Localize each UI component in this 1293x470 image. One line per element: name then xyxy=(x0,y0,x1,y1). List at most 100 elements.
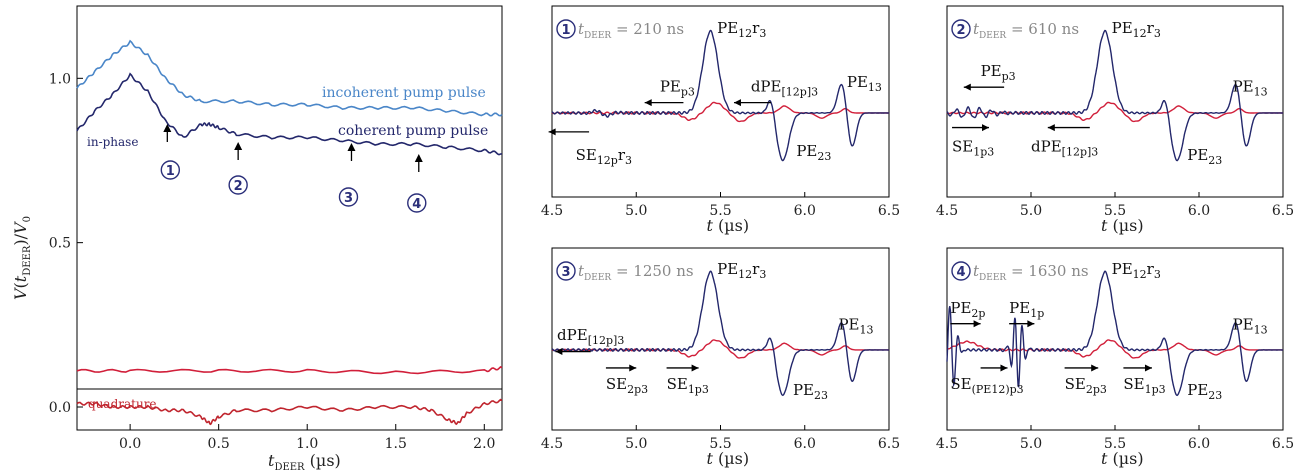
peak-arrowhead xyxy=(555,348,563,356)
x-tick-label: 4.5 xyxy=(936,436,958,452)
x-tick-label: 6.0 xyxy=(794,203,816,219)
panel-marker-number: 3 xyxy=(561,265,570,280)
peak-arrowhead xyxy=(973,320,981,328)
marker-circle xyxy=(338,187,359,207)
quadrature-trace xyxy=(551,101,889,123)
peak-arrowhead xyxy=(691,364,699,372)
x-tick-label: 0.0 xyxy=(119,436,141,452)
main-series xyxy=(76,39,503,426)
panel-4: 4.5 5.0 5.5 6.0 6.5 t (µs) 4 tDEER = 1630 ns PE1… xyxy=(936,247,1293,468)
main-panel: 0.0 0.5 1.0 1.5 2.0 0.0 0.5 1.0 incoherent pump… xyxy=(11,5,503,470)
peak-label: SE2p3 xyxy=(606,375,648,396)
peak-label: PE1p xyxy=(1009,299,1044,320)
peak-label: PE12r3 xyxy=(717,260,766,281)
peak-arrowhead xyxy=(733,99,741,107)
peak-label: SE1p3 xyxy=(1123,375,1165,396)
x-axis-label: t (µs) xyxy=(1101,449,1144,468)
peak-arrowhead xyxy=(629,364,637,372)
x-tick-label: 4.5 xyxy=(541,203,563,219)
peak-label: PE23 xyxy=(1187,381,1222,402)
series-line-2 xyxy=(76,398,503,426)
peak-label: SE1p3 xyxy=(667,375,709,396)
x-tick-label: 2.0 xyxy=(473,436,495,452)
y-tick-label: 1.0 xyxy=(49,71,71,87)
x-tick-label: 5.0 xyxy=(1020,436,1042,452)
main-markers: 1 2 3 4 xyxy=(160,124,427,213)
panel-marker-circle xyxy=(556,261,576,281)
x-tick-label: 6.5 xyxy=(878,436,900,452)
marker-number: 1 xyxy=(166,164,175,179)
peak-label: PE23 xyxy=(796,142,831,163)
in-phase-trace xyxy=(551,270,889,397)
x-tick-label: 4.5 xyxy=(541,436,563,452)
peak-label: SE1p3 xyxy=(952,138,994,159)
y-tick-label: 0.0 xyxy=(49,400,71,416)
main-axes-frame xyxy=(76,5,503,431)
peak-label: PEp3 xyxy=(981,62,1016,83)
panel-title: tDEER = 1630 ns xyxy=(973,262,1089,283)
panel-marker-number: 4 xyxy=(956,265,965,280)
peak-label: PE23 xyxy=(793,381,828,402)
series-line-3 xyxy=(76,365,503,375)
x-axis-label: tDEER (µs) xyxy=(268,451,341,470)
marker-number: 4 xyxy=(412,197,421,212)
peak-label: SE2p3 xyxy=(1065,375,1107,396)
x-tick-label: 1.5 xyxy=(385,436,407,452)
in-phase-trace xyxy=(946,270,1283,397)
panel-marker-number: 2 xyxy=(956,23,965,38)
panel-1: 4.5 5.0 5.5 6.0 6.5 t (µs) 1 tDEER = 210 ns PE12… xyxy=(541,5,900,235)
x-tick-label: 5.5 xyxy=(1104,203,1126,219)
x-tick-label: 6.0 xyxy=(1188,436,1210,452)
x-tick-label: 1.0 xyxy=(296,436,318,452)
label-quadrature: quadrature xyxy=(88,397,157,411)
quadrature-trace xyxy=(946,339,1283,359)
peak-arrowhead xyxy=(1047,124,1055,132)
x-tick-label: 5.5 xyxy=(1104,436,1126,452)
peak-label: SE(PE12)p3 xyxy=(950,375,1023,396)
marker-circle xyxy=(407,193,427,213)
panel-marker-number: 1 xyxy=(561,23,570,38)
peak-label: dPE[12p]3 xyxy=(751,77,818,98)
x-tick-label: 5.0 xyxy=(625,203,647,219)
peak-label: dPE[12p]3 xyxy=(1031,138,1098,159)
peak-label: SE12pr3 xyxy=(576,146,632,167)
marker-circle xyxy=(228,175,248,195)
panel-marker-circle xyxy=(951,19,971,39)
y-tick-label: 0.5 xyxy=(49,236,71,252)
panel-title: tDEER = 1250 ns xyxy=(578,262,694,283)
peak-label: PE2p xyxy=(950,299,985,320)
x-tick-label: 5.5 xyxy=(709,436,731,452)
x-tick-label: 6.5 xyxy=(1272,436,1293,452)
x-tick-label: 6.0 xyxy=(1188,203,1210,219)
x-tick-label: 4.5 xyxy=(936,203,958,219)
peak-label: PE13 xyxy=(847,73,882,94)
peak-arrowhead xyxy=(963,83,971,91)
x-tick-label: 6.0 xyxy=(794,436,816,452)
quadrature-trace xyxy=(946,101,1283,123)
series-line-1 xyxy=(76,72,503,156)
main-ticks: 0.0 0.5 1.0 1.5 2.0 0.0 0.5 1.0 xyxy=(49,71,496,452)
peak-label: PE13 xyxy=(1233,77,1268,98)
label-coherent: coherent pump pulse xyxy=(338,123,488,139)
x-tick-label: 0.5 xyxy=(208,436,230,452)
panel-title: tDEER = 210 ns xyxy=(578,20,684,41)
x-axis-label: t (µs) xyxy=(707,449,750,468)
peak-label: PE12r3 xyxy=(717,19,766,40)
panel-marker-circle xyxy=(556,19,576,39)
peak-label: PE13 xyxy=(1233,315,1268,336)
marker-arrowhead xyxy=(347,143,356,151)
panel-marker-circle xyxy=(951,261,971,281)
panel-2: 4.5 5.0 5.5 6.0 6.5 t (µs) 2 tDEER = 610 ns PE12… xyxy=(936,5,1293,235)
marker-circle xyxy=(160,160,181,180)
in-phase-trace xyxy=(946,29,1283,162)
peak-arrowhead xyxy=(1027,320,1035,328)
peak-arrowhead xyxy=(548,128,556,136)
quadrature-trace xyxy=(551,339,889,359)
x-axis-label: t (µs) xyxy=(1101,216,1144,235)
marker-number: 3 xyxy=(344,191,353,206)
x-tick-label: 6.5 xyxy=(878,203,900,219)
in-phase-trace xyxy=(551,29,889,162)
panel-title: tDEER = 610 ns xyxy=(973,20,1079,41)
marker-arrowhead xyxy=(234,142,243,150)
